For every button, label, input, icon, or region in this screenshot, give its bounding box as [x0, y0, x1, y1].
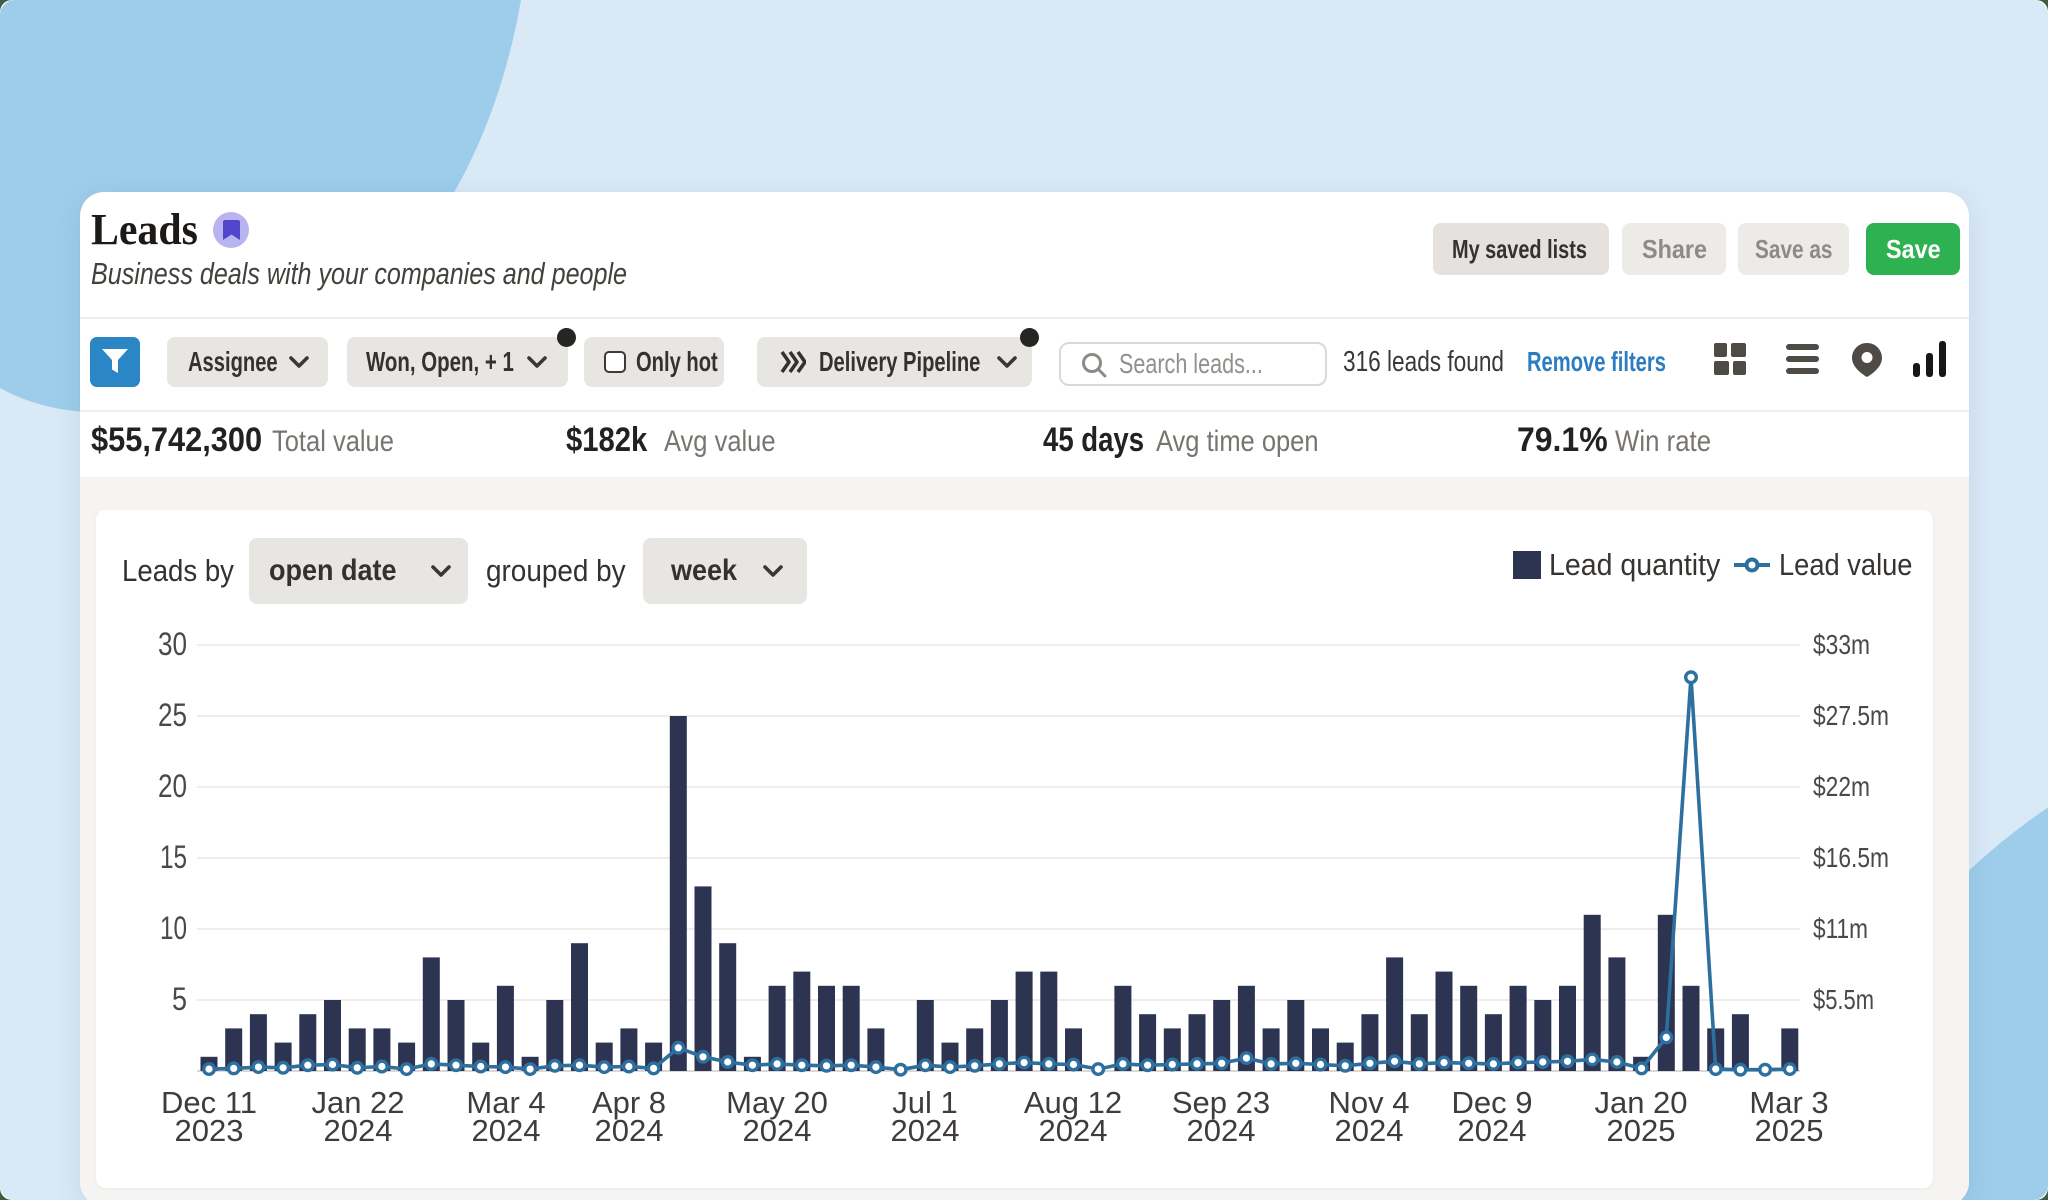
svg-text:2025: 2025: [1755, 1113, 1824, 1148]
svg-text:10: 10: [160, 910, 187, 946]
svg-text:30: 30: [158, 626, 187, 662]
svg-text:2024: 2024: [472, 1113, 541, 1148]
svg-text:2024: 2024: [1335, 1113, 1404, 1148]
svg-text:2024: 2024: [743, 1113, 812, 1148]
svg-text:Jan 20: Jan 20: [1594, 1085, 1687, 1120]
svg-text:2024: 2024: [324, 1113, 393, 1148]
svg-text:May 20: May 20: [726, 1085, 828, 1120]
svg-text:Jan 22: Jan 22: [311, 1085, 404, 1120]
svg-text:Dec 9: Dec 9: [1452, 1085, 1533, 1120]
svg-text:Sep 23: Sep 23: [1172, 1085, 1270, 1120]
svg-text:Apr 8: Apr 8: [592, 1085, 666, 1120]
svg-text:2024: 2024: [595, 1113, 664, 1148]
svg-text:2024: 2024: [891, 1113, 960, 1148]
svg-text:2024: 2024: [1039, 1113, 1108, 1148]
svg-text:$33m: $33m: [1813, 629, 1870, 660]
svg-text:Nov 4: Nov 4: [1329, 1085, 1410, 1120]
svg-text:25: 25: [158, 697, 187, 733]
svg-text:15: 15: [160, 839, 187, 875]
svg-text:Mar 3: Mar 3: [1749, 1085, 1828, 1120]
svg-text:5: 5: [172, 981, 187, 1017]
svg-text:Jul 1: Jul 1: [892, 1085, 957, 1120]
svg-text:$22m: $22m: [1813, 771, 1870, 802]
svg-text:20: 20: [158, 768, 187, 804]
svg-text:2023: 2023: [175, 1113, 244, 1148]
svg-text:$5.5m: $5.5m: [1813, 984, 1874, 1015]
svg-text:Dec 11: Dec 11: [161, 1085, 257, 1120]
svg-text:$11m: $11m: [1813, 913, 1868, 944]
svg-text:$16.5m: $16.5m: [1813, 842, 1889, 873]
svg-text:$27.5m: $27.5m: [1813, 700, 1889, 731]
svg-text:2025: 2025: [1607, 1113, 1676, 1148]
svg-text:2024: 2024: [1458, 1113, 1527, 1148]
svg-text:2024: 2024: [1187, 1113, 1256, 1148]
svg-text:Mar 4: Mar 4: [466, 1085, 545, 1120]
svg-text:Aug 12: Aug 12: [1024, 1085, 1122, 1120]
